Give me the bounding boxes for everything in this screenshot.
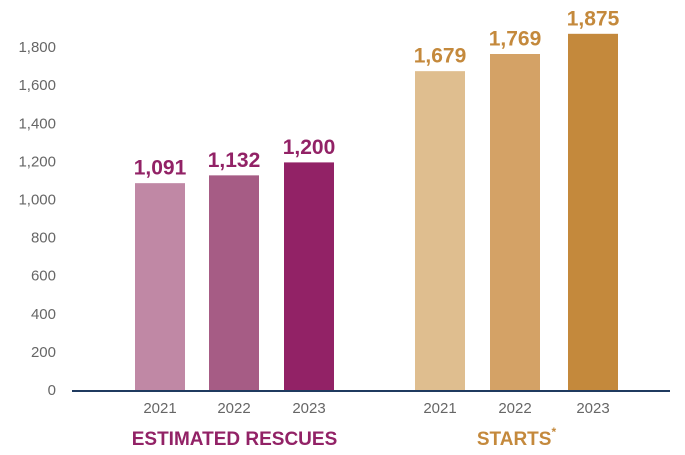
y-tick-label: 1,800 bbox=[18, 39, 56, 56]
bar bbox=[209, 175, 259, 391]
x-tick-label: 2023 bbox=[292, 400, 325, 417]
x-tick-label: 2022 bbox=[498, 400, 531, 417]
x-tick-label: 2021 bbox=[143, 400, 176, 417]
bar bbox=[490, 54, 540, 392]
value-label: 1,679 bbox=[414, 45, 467, 68]
bar bbox=[135, 183, 185, 391]
group-label: STARTS* bbox=[477, 425, 557, 450]
value-label: 1,132 bbox=[208, 149, 261, 172]
y-tick-label: 1,400 bbox=[18, 115, 56, 132]
y-tick-label: 1,000 bbox=[18, 191, 56, 208]
y-tick-label: 800 bbox=[31, 230, 56, 247]
footnote-mark: * bbox=[551, 425, 556, 439]
y-tick-label: 200 bbox=[31, 344, 56, 361]
y-tick-label: 1,200 bbox=[18, 153, 56, 170]
y-tick-label: 0 bbox=[48, 382, 56, 399]
group-name: ESTIMATED RESCUES bbox=[132, 429, 338, 450]
x-tick-label: 2023 bbox=[576, 400, 609, 417]
group-label: ESTIMATED RESCUES bbox=[132, 429, 338, 450]
x-tick-label: 2021 bbox=[423, 400, 456, 417]
value-label: 1,769 bbox=[489, 28, 542, 51]
bar bbox=[568, 33, 618, 391]
x-tick-label: 2022 bbox=[217, 400, 250, 417]
y-tick-label: 600 bbox=[31, 268, 56, 285]
bar bbox=[284, 162, 334, 391]
y-tick-label: 1,600 bbox=[18, 77, 56, 94]
value-label: 1,091 bbox=[134, 157, 187, 180]
group-name: STARTS bbox=[477, 429, 552, 450]
value-label: 1,200 bbox=[283, 136, 336, 159]
bar bbox=[415, 71, 465, 391]
value-label: 1,875 bbox=[567, 7, 620, 30]
y-tick-label: 400 bbox=[31, 306, 56, 323]
